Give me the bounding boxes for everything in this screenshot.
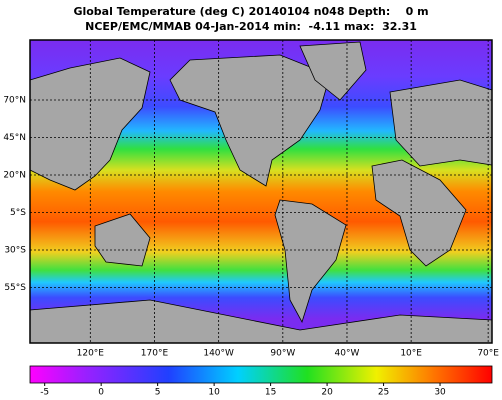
europe <box>389 79 493 167</box>
colorbar-tick-label: -5 <box>40 388 49 398</box>
lon-label: 120°E <box>77 349 105 359</box>
colorbar-tick-label: 30 <box>434 388 446 398</box>
colorbar <box>29 365 493 384</box>
lat-label: 45°N <box>3 133 26 143</box>
lon-label: 40°W <box>335 349 360 359</box>
map-area <box>29 40 493 344</box>
south-america <box>274 199 347 324</box>
colorbar-tick-label: 20 <box>321 388 333 398</box>
australia <box>94 213 151 267</box>
lat-label: 70°N <box>3 96 26 106</box>
lat-label: 20°N <box>3 171 26 181</box>
lon-label: 90°W <box>270 349 295 359</box>
map-frame <box>29 39 493 344</box>
map-title: Global Temperature (deg C) 20140104 n048… <box>73 5 428 18</box>
lat-label: 5°S <box>10 208 26 218</box>
colorbar-tick-label: 0 <box>98 388 104 398</box>
lon-label: 140°W <box>203 349 234 359</box>
lon-label: 70°E <box>477 349 499 359</box>
africa <box>371 159 467 267</box>
colorbar-tick-label: 5 <box>155 388 161 398</box>
greenland <box>299 41 367 101</box>
colorbar-tick-label: 15 <box>265 388 276 398</box>
colorbar-tick-label: 25 <box>378 388 389 398</box>
lat-label: 30°S <box>4 246 26 256</box>
colorbar-tick-label: 10 <box>208 388 220 398</box>
lat-label: 55°S <box>4 283 26 293</box>
lon-label: 10°E <box>400 349 422 359</box>
map-subtitle: NCEP/EMC/MMAB 04-Jan-2014 min: -4.11 max… <box>85 20 417 33</box>
lon-label: 170°E <box>141 349 169 359</box>
